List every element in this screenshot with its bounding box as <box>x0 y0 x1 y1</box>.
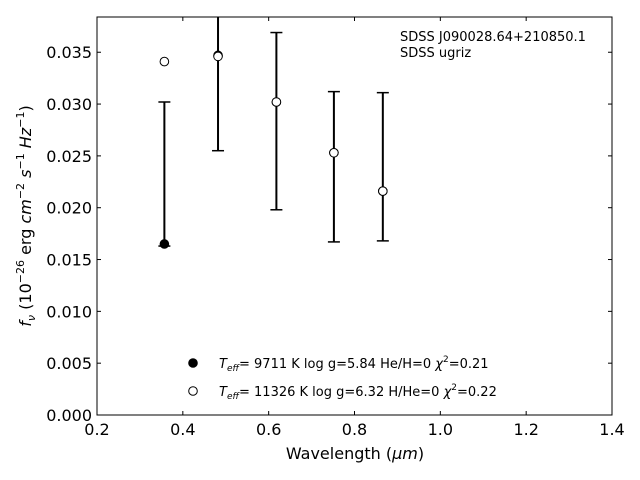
model-point-db <box>378 186 388 196</box>
y-tick-label: 0.035 <box>46 43 92 62</box>
y-tick-label: 0.015 <box>46 251 92 270</box>
x-axis-label: Wavelength (μm) <box>286 444 424 463</box>
plot-frame <box>96 16 613 416</box>
y-tick-label: 0.025 <box>46 147 92 166</box>
x-tick-label: 0.8 <box>342 420 367 439</box>
y-tick-label: 0.030 <box>46 95 92 114</box>
x-tick-label: 0.2 <box>84 420 109 439</box>
legend-marker <box>188 358 198 368</box>
legend-entry: Teff= 11326 K log g=6.32 H/He=0 χ2=0.22 <box>219 383 497 402</box>
x-tick-label: 1.0 <box>428 420 453 439</box>
x-tick-label: 1.2 <box>513 420 538 439</box>
legend-entry: Teff= 9711 K log g=5.84 He/H=0 χ2=0.21 <box>219 355 489 374</box>
model-point-db <box>329 147 339 158</box>
y-tick-label: 0.020 <box>46 199 92 218</box>
model-point-db <box>159 56 170 67</box>
annotation-photometry: SDSS ugriz <box>400 46 471 61</box>
model-point-db <box>271 97 282 107</box>
y-tick-label: 0.000 <box>46 406 92 425</box>
x-tick-label: 0.6 <box>256 420 281 439</box>
y-axis-label: fν (10−26 erg cm−2 s−1 Hz−1) <box>14 105 38 326</box>
x-tick-label: 0.4 <box>170 420 195 439</box>
axes: 0.2 0.4 0.6 0.8 1.0 1.2 1.4 0.000 0.005 0.010 0.01… <box>46 16 625 439</box>
annotation-object-name: SDSS J090028.64+210850.1 <box>400 30 586 45</box>
plot-area <box>158 17 389 249</box>
legend-marker <box>188 386 198 396</box>
model-point-da <box>159 239 170 249</box>
x-tick-label: 1.4 <box>599 420 624 439</box>
model-point-db <box>213 51 223 62</box>
y-tick-label: 0.005 <box>46 354 92 373</box>
legend: Teff= 9711 K log g=5.84 He/H=0 χ2=0.21 Te… <box>188 355 497 402</box>
y-tick-label: 0.010 <box>46 302 92 321</box>
